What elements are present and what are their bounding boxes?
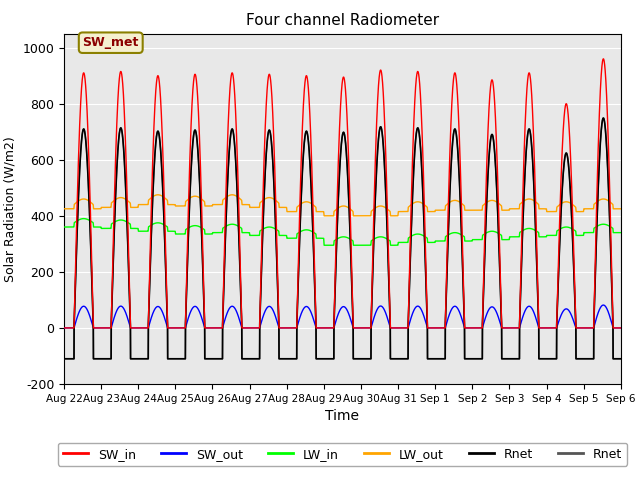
X-axis label: Time: Time: [325, 409, 360, 423]
Y-axis label: Solar Radiation (W/m2): Solar Radiation (W/m2): [4, 136, 17, 282]
Legend: SW_in, SW_out, LW_in, LW_out, Rnet, Rnet: SW_in, SW_out, LW_in, LW_out, Rnet, Rnet: [58, 443, 627, 466]
Text: SW_met: SW_met: [83, 36, 139, 49]
Title: Four channel Radiometer: Four channel Radiometer: [246, 13, 439, 28]
